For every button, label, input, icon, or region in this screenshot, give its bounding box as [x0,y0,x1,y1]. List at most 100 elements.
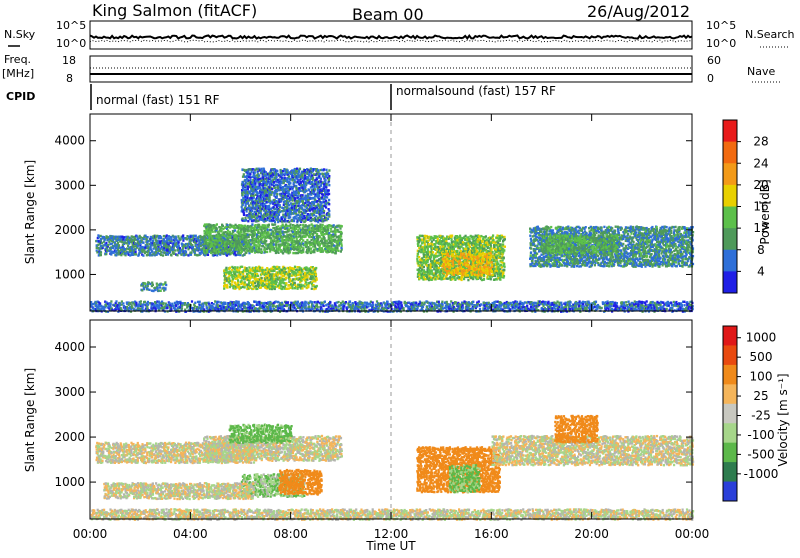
scatter-cell [242,194,244,196]
scatter-cell [282,252,284,254]
scatter-cell [276,176,278,178]
scatter-cell [244,225,246,227]
scatter-cell [136,235,138,237]
scatter-cell [326,196,328,198]
scatter-cell [427,259,429,261]
scatter-cell [101,242,103,244]
scatter-cell [317,238,319,240]
freq-tick-top: 18 [62,54,76,67]
nsky-tick-bottom: 10^0 [56,37,86,50]
scatter-cell [242,286,244,288]
nsearch-series-line [90,40,692,42]
scatter-cell [203,246,205,248]
scatter-cell [294,282,296,284]
scatter-cell [302,175,304,177]
scatter-cell [170,238,172,240]
scatter-cell [432,266,434,268]
scatter-cell [242,176,244,178]
freq-panel: Freq. [MHz] 18 8 60 0 Nave [2,53,782,85]
scatter-cell [147,285,149,287]
scatter-cell [294,197,296,199]
scatter-cell [426,264,428,266]
scatter-cell [260,212,262,214]
scatter-cell [425,237,427,239]
scatter-cell [245,241,247,243]
scatter-cell [289,182,291,184]
scatter-cell [317,169,319,171]
scatter-cell [325,179,327,181]
scatter-cell [308,224,310,226]
scatter-cell [218,251,220,253]
scatter-cell [319,247,321,249]
scatter-cell [234,281,236,283]
scatter-cell [147,236,149,238]
scatter-cell [445,240,447,242]
scatter-cell [328,208,330,210]
scatter-cell [325,189,327,191]
scatter-cell [121,236,123,238]
scatter-cell [247,182,249,184]
scatter-cell [214,243,216,245]
scatter-cell [294,179,296,181]
scatter-cell [454,279,456,281]
scatter-cell [314,271,316,273]
scatter-cell [243,173,245,175]
scatter-cell [264,246,266,248]
scatter-cell [262,280,264,282]
scatter-cell [100,251,102,253]
scatter-cell [334,228,336,230]
scatter-cell [244,267,246,269]
station-title: King Salmon (fitACF) [92,1,257,20]
scatter-cell [290,223,292,225]
scatter-cell [233,285,235,287]
scatter-cell [242,273,244,275]
scatter-cell [237,282,239,284]
scatter-cell [229,236,231,238]
scatter-cell [274,223,276,225]
scatter-cell [277,252,279,254]
scatter-cell [252,205,254,207]
scatter-cell [251,171,253,173]
scatter-cell [245,205,247,207]
scatter-cell [242,217,244,219]
scatter-cell [289,279,291,281]
scatter-cell [273,181,275,183]
scatter-cell [296,168,298,170]
scatter-cell [277,235,279,237]
scatter-cell [151,250,153,252]
scatter-cell [327,218,329,220]
scatter-cell [256,195,258,197]
scatter-cell [253,267,255,269]
scatter-cell [216,223,218,225]
scatter-cell [259,267,261,269]
scatter-cell [340,247,342,249]
scatter-cell [174,249,176,251]
scatter-cell [258,174,260,176]
scatter-cell [288,276,290,278]
scatter-cell [340,235,342,237]
scatter-cell [328,226,330,228]
scatter-cell [152,284,154,286]
scatter-cell [145,235,147,237]
scatter-cell [314,186,316,188]
scatter-cell [216,228,218,230]
scatter-cell [264,187,266,189]
scatter-cell [234,266,236,268]
scatter-cell [300,274,302,276]
scatter-cell [269,196,271,198]
freq-unit-label: [MHz] [2,67,34,80]
scatter-cell [306,278,308,280]
scatter-cell [341,239,343,241]
scatter-cell [160,251,162,253]
scatter-cell [142,254,144,256]
scatter-cell [257,229,259,231]
scatter-cell [107,244,109,246]
scatter-cell [307,284,309,286]
scatter-cell [431,269,433,271]
scatter-cell [105,242,107,244]
scatter-cell [273,235,275,237]
scatter-cell [160,254,162,256]
scatter-cell [451,235,453,237]
scatter-cell [432,251,434,253]
scatter-cell [182,234,184,236]
